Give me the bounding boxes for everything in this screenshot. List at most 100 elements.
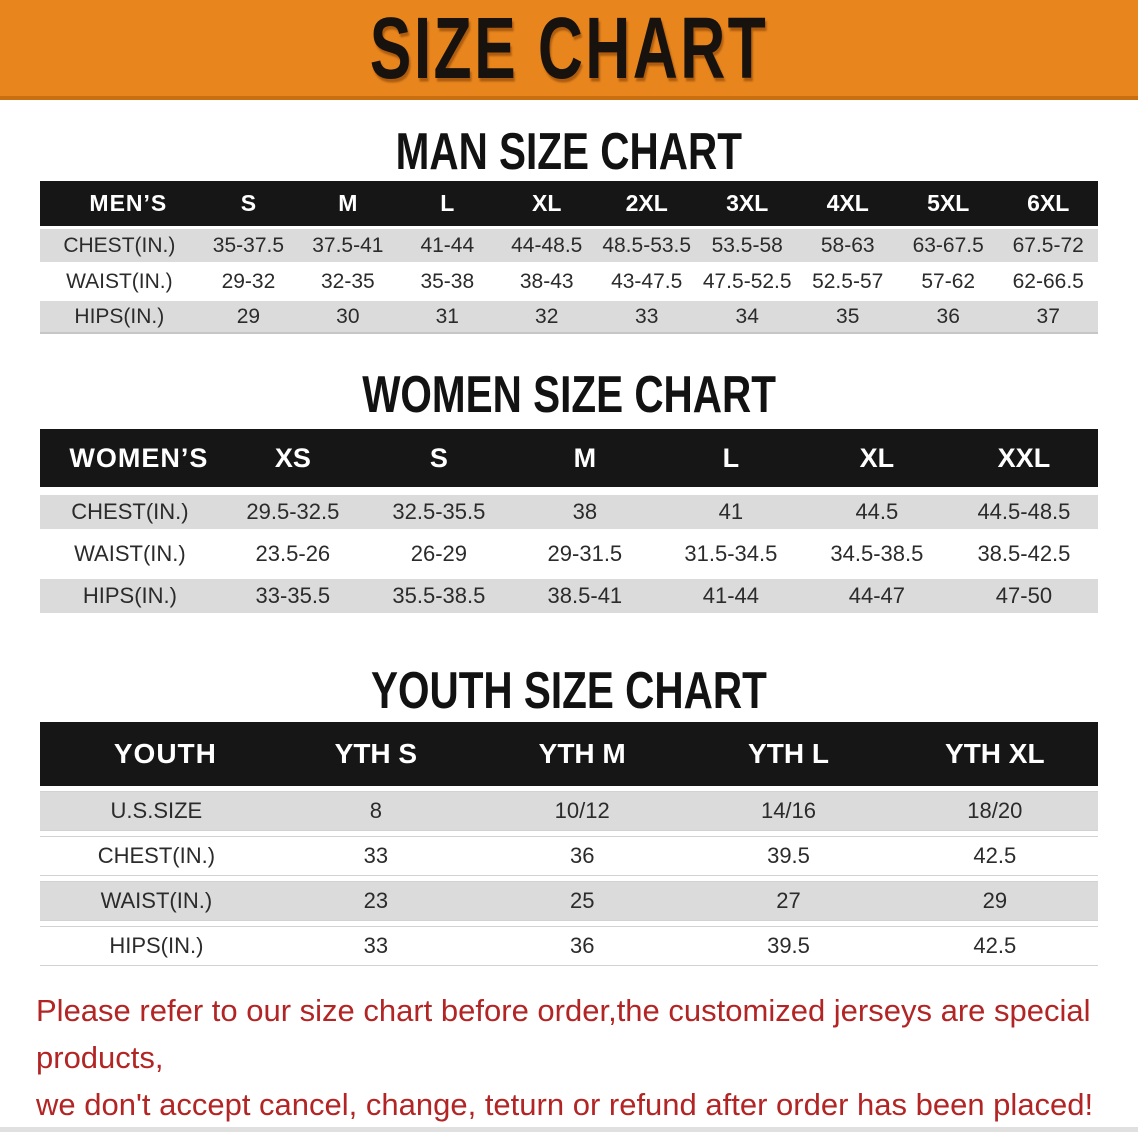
banner-title: SIZE CHART <box>369 0 769 97</box>
cell: 18/20 <box>891 791 1098 831</box>
cell: 31 <box>397 301 498 334</box>
mens-col-2xl: 2XL <box>596 181 697 226</box>
cell: 47-50 <box>949 579 1098 613</box>
womens-group-label: WOMEN’S <box>40 429 220 487</box>
cell: 23 <box>272 881 480 921</box>
disclaimer-line-2: we don't accept cancel, change, teturn o… <box>36 1087 1094 1122</box>
cell: 39.5 <box>685 926 892 966</box>
row-label: U.S.SIZE <box>40 791 273 831</box>
row-label: CHEST(IN.) <box>40 495 220 529</box>
cell: 47.5-52.5 <box>696 265 798 298</box>
cell: 44.5-48.5 <box>949 495 1098 529</box>
bottom-edge-divider <box>0 1127 1138 1132</box>
cell: 29-32 <box>198 265 299 298</box>
womens-header-row: WOMEN’S XS S M L XL XXL <box>40 429 1098 487</box>
womens-hips-row: HIPS(IN.) 33-35.5 35.5-38.5 38.5-41 41-4… <box>40 579 1098 613</box>
cell: 48.5-53.5 <box>596 229 697 262</box>
womens-col-m: M <box>511 429 658 487</box>
cell: 23.5-26 <box>219 537 366 571</box>
cell: 41-44 <box>397 229 498 262</box>
youth-col-s: YTH S <box>272 722 480 786</box>
cell: 8 <box>272 791 480 831</box>
cell: 29-31.5 <box>511 537 658 571</box>
man-section-heading-text: MAN SIZE CHART <box>395 121 743 181</box>
cell: 37.5-41 <box>298 229 398 262</box>
cell: 36 <box>897 301 999 334</box>
cell: 32-35 <box>298 265 398 298</box>
mens-col-4xl: 4XL <box>797 181 898 226</box>
cell: 29 <box>198 301 299 334</box>
womens-col-xxl: XXL <box>949 429 1098 487</box>
cell: 37 <box>998 301 1098 334</box>
cell: 33 <box>272 926 480 966</box>
disclaimer-line-1: Please refer to our size chart before or… <box>36 993 1091 1075</box>
cell: 10/12 <box>479 791 686 831</box>
mens-header-row: MEN’S S M L XL 2XL 3XL 4XL 5XL 6XL <box>40 181 1098 226</box>
row-label: WAIST(IN.) <box>40 265 199 298</box>
cell: 41-44 <box>657 579 804 613</box>
cell: 31.5-34.5 <box>657 537 804 571</box>
youth-col-m: YTH M <box>479 722 686 786</box>
cell: 27 <box>685 881 892 921</box>
mens-col-5xl: 5XL <box>897 181 999 226</box>
mens-size-table: MEN’S S M L XL 2XL 3XL 4XL 5XL 6XL CHEST… <box>40 178 1098 337</box>
youth-hips-row: HIPS(IN.) 33 36 39.5 42.5 <box>40 926 1098 966</box>
man-section-heading: MAN SIZE CHART <box>0 121 1138 181</box>
cell: 42.5 <box>891 836 1098 876</box>
mens-hips-row: HIPS(IN.) 29 30 31 32 33 34 35 36 37 <box>40 301 1098 334</box>
row-label: CHEST(IN.) <box>40 836 273 876</box>
women-section-heading-text: WOMEN SIZE CHART <box>362 364 776 424</box>
cell: 34.5-38.5 <box>803 537 950 571</box>
womens-col-l: L <box>657 429 804 487</box>
youth-ussize-row: U.S.SIZE 8 10/12 14/16 18/20 <box>40 791 1098 831</box>
cell: 57-62 <box>897 265 999 298</box>
mens-chest-row: CHEST(IN.) 35-37.5 37.5-41 41-44 44-48.5… <box>40 229 1098 262</box>
youth-size-table: YOUTH YTH S YTH M YTH L YTH XL U.S.SIZE … <box>40 717 1098 971</box>
row-label: CHEST(IN.) <box>40 229 199 262</box>
cell: 29.5-32.5 <box>219 495 366 529</box>
cell: 42.5 <box>891 926 1098 966</box>
mens-group-label: MEN’S <box>40 181 199 226</box>
cell: 52.5-57 <box>797 265 898 298</box>
cell: 44-47 <box>803 579 950 613</box>
cell: 62-66.5 <box>998 265 1098 298</box>
cell: 43-47.5 <box>596 265 697 298</box>
row-label: HIPS(IN.) <box>40 579 220 613</box>
cell: 32 <box>497 301 597 334</box>
womens-col-xs: XS <box>219 429 366 487</box>
youth-header-row: YOUTH YTH S YTH M YTH L YTH XL <box>40 722 1098 786</box>
womens-chest-row: CHEST(IN.) 29.5-32.5 32.5-35.5 38 41 44.… <box>40 495 1098 529</box>
womens-size-table: WOMEN’S XS S M L XL XXL CHEST(IN.) 29.5-… <box>40 421 1098 621</box>
disclaimer-note: Please refer to our size chart before or… <box>36 987 1102 1128</box>
cell: 33-35.5 <box>219 579 366 613</box>
youth-waist-row: WAIST(IN.) 23 25 27 29 <box>40 881 1098 921</box>
womens-waist-row: WAIST(IN.) 23.5-26 26-29 29-31.5 31.5-34… <box>40 537 1098 571</box>
mens-waist-row: WAIST(IN.) 29-32 32-35 35-38 38-43 43-47… <box>40 265 1098 298</box>
women-section-heading: WOMEN SIZE CHART <box>0 364 1138 424</box>
cell: 38 <box>511 495 658 529</box>
cell: 34 <box>696 301 798 334</box>
cell: 41 <box>657 495 804 529</box>
womens-col-xl: XL <box>803 429 950 487</box>
mens-col-m: M <box>298 181 398 226</box>
size-chart-banner: SIZE CHART <box>0 0 1138 100</box>
cell: 35-37.5 <box>198 229 299 262</box>
cell: 29 <box>891 881 1098 921</box>
cell: 32.5-35.5 <box>365 495 512 529</box>
cell: 30 <box>298 301 398 334</box>
cell: 14/16 <box>685 791 892 831</box>
cell: 33 <box>272 836 480 876</box>
youth-group-label: YOUTH <box>40 722 273 786</box>
cell: 44.5 <box>803 495 950 529</box>
cell: 35-38 <box>397 265 498 298</box>
mens-col-l: L <box>397 181 498 226</box>
cell: 33 <box>596 301 697 334</box>
cell: 44-48.5 <box>497 229 597 262</box>
youth-col-l: YTH L <box>685 722 892 786</box>
cell: 38.5-41 <box>511 579 658 613</box>
cell: 36 <box>479 926 686 966</box>
cell: 25 <box>479 881 686 921</box>
cell: 38-43 <box>497 265 597 298</box>
cell: 35 <box>797 301 898 334</box>
mens-col-3xl: 3XL <box>696 181 798 226</box>
